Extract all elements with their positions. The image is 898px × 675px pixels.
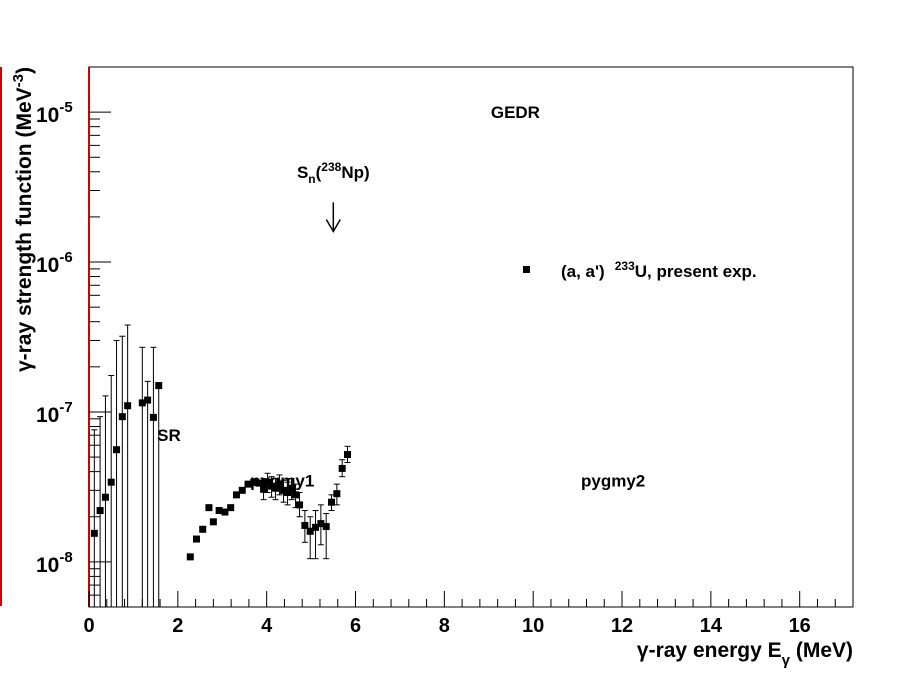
data-point [250, 478, 258, 486]
legend-label-suffix: U, present exp. [635, 262, 757, 281]
data-point [301, 521, 309, 529]
data-point [264, 478, 272, 486]
data-marks [90, 324, 352, 607]
data-point [113, 446, 121, 454]
data-point [338, 464, 346, 472]
data-point [268, 482, 276, 490]
x-axis-title-subscript: γ [782, 652, 791, 669]
data-point [199, 525, 207, 533]
y-axis-title-superscript: -3 [10, 74, 27, 87]
data-point [192, 535, 200, 543]
x-tick-label: 12 [611, 615, 633, 637]
data-point [272, 484, 280, 492]
annotation-sr: SR [157, 426, 181, 445]
data-point [221, 508, 229, 516]
x-tick-label: 10 [522, 615, 544, 637]
annotation-pygmy1: pygmy1 [250, 471, 314, 490]
x-tick-label: 4 [261, 615, 273, 637]
data-point [215, 507, 223, 515]
legend: (a, a') 233U, present exp. [523, 259, 757, 281]
data-point [138, 399, 146, 407]
data-point [284, 489, 292, 497]
x-tick-label: 8 [439, 615, 450, 637]
data-point [317, 520, 325, 528]
data-point [144, 396, 152, 404]
annotation-sn-superscript: 238 [321, 160, 341, 174]
data-point [322, 523, 330, 531]
legend-label-superscript: 233 [615, 259, 635, 273]
data-point [118, 413, 126, 421]
x-axis-title: γ-ray energy Eγ (MeV) [637, 639, 853, 669]
x-tick-label: 16 [789, 615, 811, 637]
data-point [260, 485, 268, 493]
data-point [256, 479, 264, 487]
legend-label: (a, a') 233U, present exp. [561, 259, 757, 281]
data-point [107, 478, 115, 486]
data-point [101, 493, 109, 501]
annotation-sn-open: ( [316, 163, 322, 182]
data-point [344, 451, 352, 459]
data-point [227, 504, 235, 512]
data-point [328, 498, 336, 506]
data-point [238, 486, 246, 494]
y-axis-title: γ-ray strength function (MeV-3) [10, 67, 36, 372]
annotation-sn-subscript: n [308, 172, 315, 186]
data-point [186, 553, 194, 561]
data-point [149, 413, 157, 421]
data-point [288, 484, 296, 492]
y-axis-title-close: ) [13, 67, 36, 74]
y-tick-label: 10-6 [36, 249, 73, 277]
data-point [155, 382, 163, 390]
data-point [312, 523, 320, 531]
x-tick-label: 6 [350, 615, 361, 637]
annotation-sn-rest: Np) [341, 163, 369, 182]
data-point [232, 491, 240, 499]
data-point [333, 490, 341, 498]
data-point [209, 518, 217, 526]
axes: 0 2 4 6 8 10 12 14 16 10-8 10-7 10-6 10-5 [36, 66, 854, 637]
data-point [124, 402, 132, 410]
separation-energy-arrow [325, 202, 341, 233]
annotation-separation-energy: Sn(238Np) [297, 160, 370, 186]
data-point [280, 486, 288, 494]
annotation-gedr: GEDR [491, 103, 540, 122]
data-point [205, 504, 213, 512]
arrow-head [325, 219, 341, 233]
x-axis-title-unit: (MeV) [790, 639, 853, 662]
legend-marker [523, 266, 530, 273]
data-point [90, 529, 98, 537]
y-tick-label: 10-5 [36, 99, 73, 127]
data-point [96, 507, 104, 515]
data-point [306, 527, 314, 535]
data-point [244, 480, 252, 488]
x-tick-label: 2 [172, 615, 183, 637]
annotation-pygmy2: pygmy2 [581, 471, 645, 490]
data-point [276, 480, 284, 488]
data-point [292, 491, 300, 499]
x-tick-label: 0 [83, 615, 94, 637]
data-point [296, 501, 304, 509]
y-tick-label: 10-8 [36, 549, 73, 577]
y-tick-label: 10-7 [36, 399, 73, 427]
x-tick-label: 14 [700, 615, 723, 637]
